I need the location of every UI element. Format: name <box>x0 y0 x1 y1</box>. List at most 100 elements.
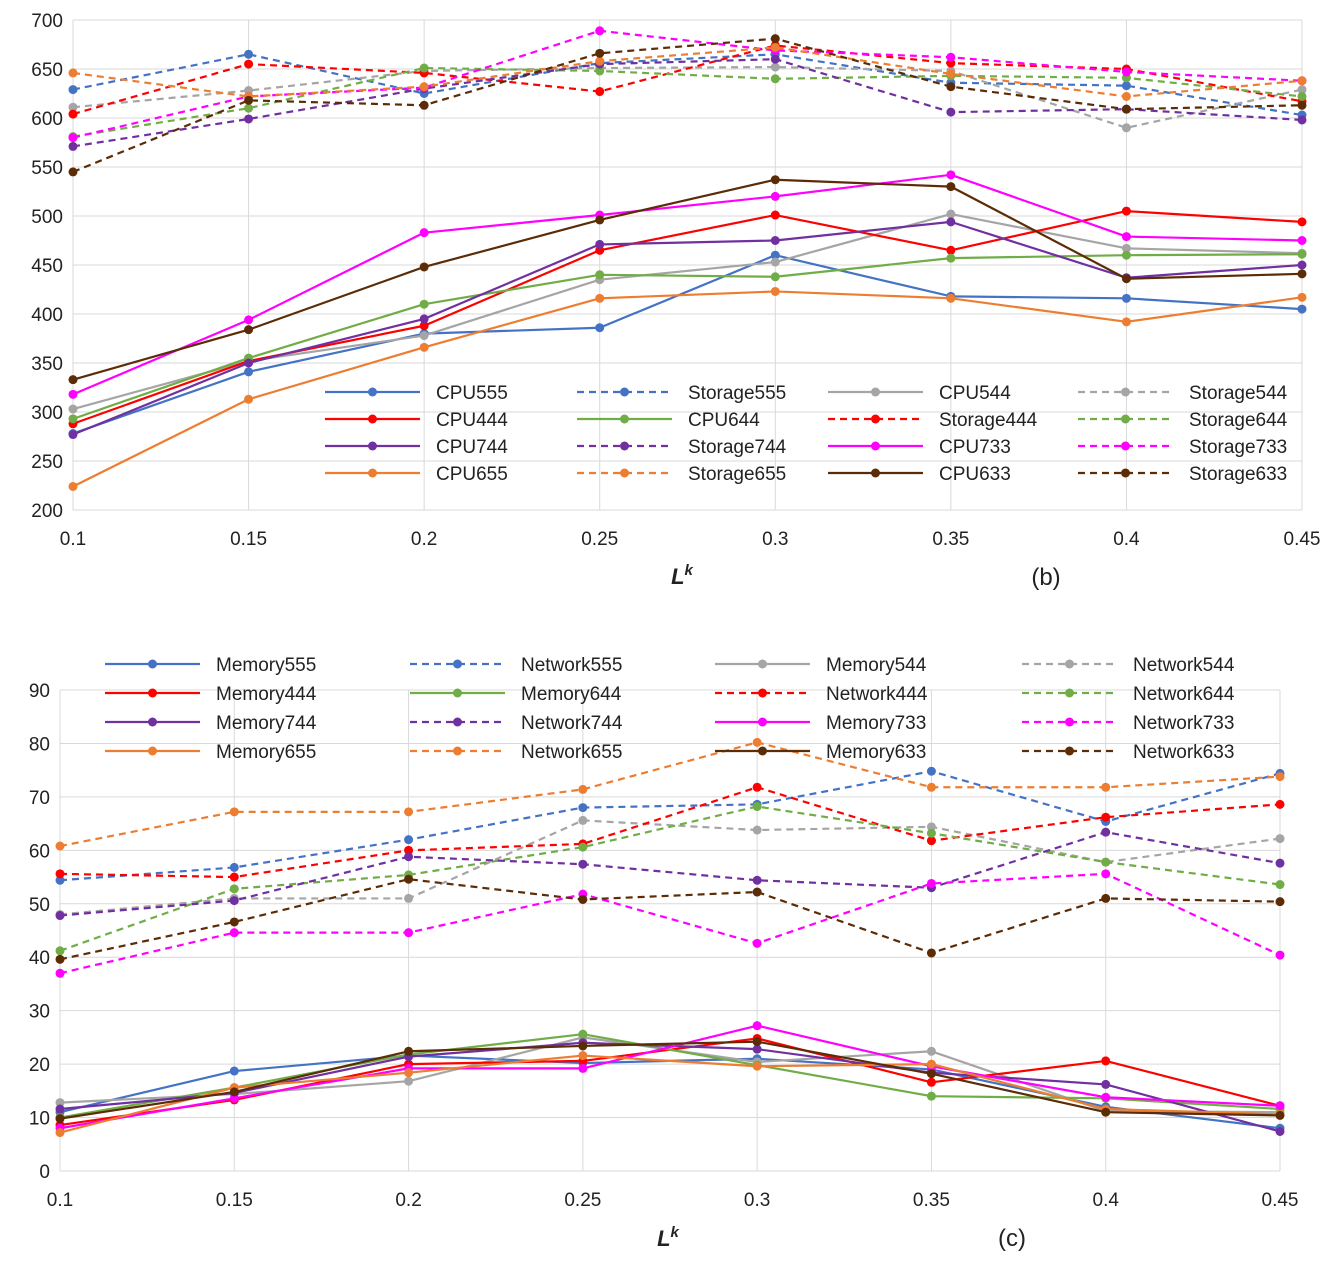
series-line-storage655 <box>72 46 1303 98</box>
data-point-memory633 <box>404 1046 414 1056</box>
legend-marker <box>148 659 157 669</box>
x-tick-label: 0.4 <box>1093 1190 1120 1211</box>
data-point-cpu733 <box>244 315 254 325</box>
data-point-network444 <box>926 836 936 846</box>
legend-item-network555: Network555 <box>410 655 622 676</box>
x-tick-label: 0.2 <box>395 1190 421 1211</box>
legend-item-network544: Network544 <box>1022 655 1235 676</box>
data-point-cpu544 <box>419 331 429 341</box>
legend-item-storage733: Storage733 <box>1078 437 1287 458</box>
data-point-cpu444 <box>770 210 780 220</box>
legend-marker <box>453 746 462 756</box>
data-point-storage644 <box>244 103 254 113</box>
series-line-network544 <box>59 819 1281 916</box>
legend-marker <box>148 688 157 698</box>
data-point-storage633 <box>770 34 780 44</box>
data-point-memory544 <box>404 1076 414 1086</box>
x-tick-label: 0.35 <box>932 529 969 550</box>
data-point-cpu744 <box>419 314 429 324</box>
data-point-network733 <box>404 928 414 938</box>
data-point-cpu644 <box>419 299 429 309</box>
legend-label: Storage644 <box>1189 410 1288 431</box>
data-point-network555 <box>578 803 588 813</box>
x-tick-label: 0.15 <box>230 529 267 550</box>
data-point-cpu544 <box>1121 243 1131 253</box>
x-axis-label-superscript: k <box>685 562 694 579</box>
data-point-network744 <box>55 911 65 921</box>
legend-item-cpu644: CPU644 <box>577 410 760 431</box>
legend-label: Memory555 <box>216 655 316 676</box>
data-point-network733 <box>1101 869 1111 879</box>
legend-item-cpu744: CPU744 <box>325 437 508 458</box>
series-cpu733 <box>68 170 1307 399</box>
panel-label: (c) <box>998 1225 1026 1252</box>
data-point-network744 <box>404 852 414 862</box>
data-point-cpu555 <box>244 367 254 377</box>
data-point-network644 <box>1275 880 1285 890</box>
legend-item-storage655: Storage655 <box>577 464 786 485</box>
data-point-network555 <box>404 835 414 845</box>
data-point-network633 <box>229 917 239 927</box>
data-point-storage633 <box>1297 100 1307 110</box>
legend-marker <box>453 659 462 669</box>
y-tick-label: 0 <box>39 1162 50 1183</box>
x-tick-label: 0.15 <box>216 1190 253 1211</box>
y-tick-label: 10 <box>29 1109 50 1130</box>
series-line-cpu544 <box>72 212 1303 411</box>
data-point-storage655 <box>770 42 780 52</box>
data-point-cpu733 <box>68 389 78 399</box>
x-tick-label: 0.25 <box>581 529 618 550</box>
data-point-memory633 <box>1101 1107 1111 1117</box>
legend-label: CPU444 <box>436 410 508 431</box>
legend-marker <box>620 387 629 397</box>
data-point-storage744 <box>1297 115 1307 125</box>
data-point-cpu633 <box>68 375 78 385</box>
data-point-cpu655 <box>68 481 78 491</box>
legend-marker <box>1121 387 1130 397</box>
data-point-storage633 <box>1121 104 1131 114</box>
series-network444 <box>55 782 1285 882</box>
data-point-network655 <box>1275 772 1285 782</box>
y-tick-label: 400 <box>31 305 63 326</box>
data-point-network655 <box>404 807 414 817</box>
series-line-memory444 <box>59 1037 1281 1127</box>
data-point-cpu655 <box>1297 292 1307 302</box>
data-point-storage655 <box>595 56 605 66</box>
legend-label: Memory633 <box>826 742 926 763</box>
legend-label: Network655 <box>521 742 622 763</box>
legend-item-memory644: Memory644 <box>410 684 622 705</box>
data-point-storage633 <box>595 48 605 58</box>
data-point-network744 <box>752 875 762 885</box>
legend-item-memory744: Memory744 <box>105 713 317 734</box>
x-axis-label: Lk <box>671 562 693 589</box>
legend-label: Network733 <box>1133 713 1234 734</box>
data-point-cpu633 <box>595 215 605 225</box>
data-point-cpu655 <box>244 394 254 404</box>
data-point-memory744 <box>1275 1126 1285 1136</box>
data-point-cpu744 <box>1297 260 1307 270</box>
legend-label: Memory444 <box>216 684 317 705</box>
series-storage644 <box>68 63 1307 142</box>
y-tick-label: 700 <box>31 11 63 32</box>
series-line-cpu633 <box>72 178 1303 381</box>
legend-marker <box>871 387 880 397</box>
data-point-memory633 <box>229 1087 239 1097</box>
legend-label: Storage555 <box>688 383 786 404</box>
data-point-storage655 <box>68 68 78 78</box>
legend-item-cpu733: CPU733 <box>828 437 1011 458</box>
data-point-network744 <box>1275 858 1285 868</box>
legend-label: Memory544 <box>826 655 927 676</box>
data-point-cpu633 <box>244 325 254 335</box>
legend-marker <box>871 468 880 478</box>
legend-item-network644: Network644 <box>1022 684 1235 705</box>
data-point-cpu555 <box>1297 304 1307 314</box>
data-point-storage655 <box>1297 76 1307 86</box>
legend-marker <box>1065 659 1074 669</box>
data-point-cpu644 <box>1121 250 1131 260</box>
data-point-storage655 <box>1121 91 1131 101</box>
data-point-storage633 <box>244 95 254 105</box>
x-tick-label: 0.35 <box>913 1190 950 1211</box>
data-point-cpu744 <box>770 236 780 245</box>
data-point-memory744 <box>55 1104 65 1114</box>
data-point-network644 <box>752 802 762 812</box>
